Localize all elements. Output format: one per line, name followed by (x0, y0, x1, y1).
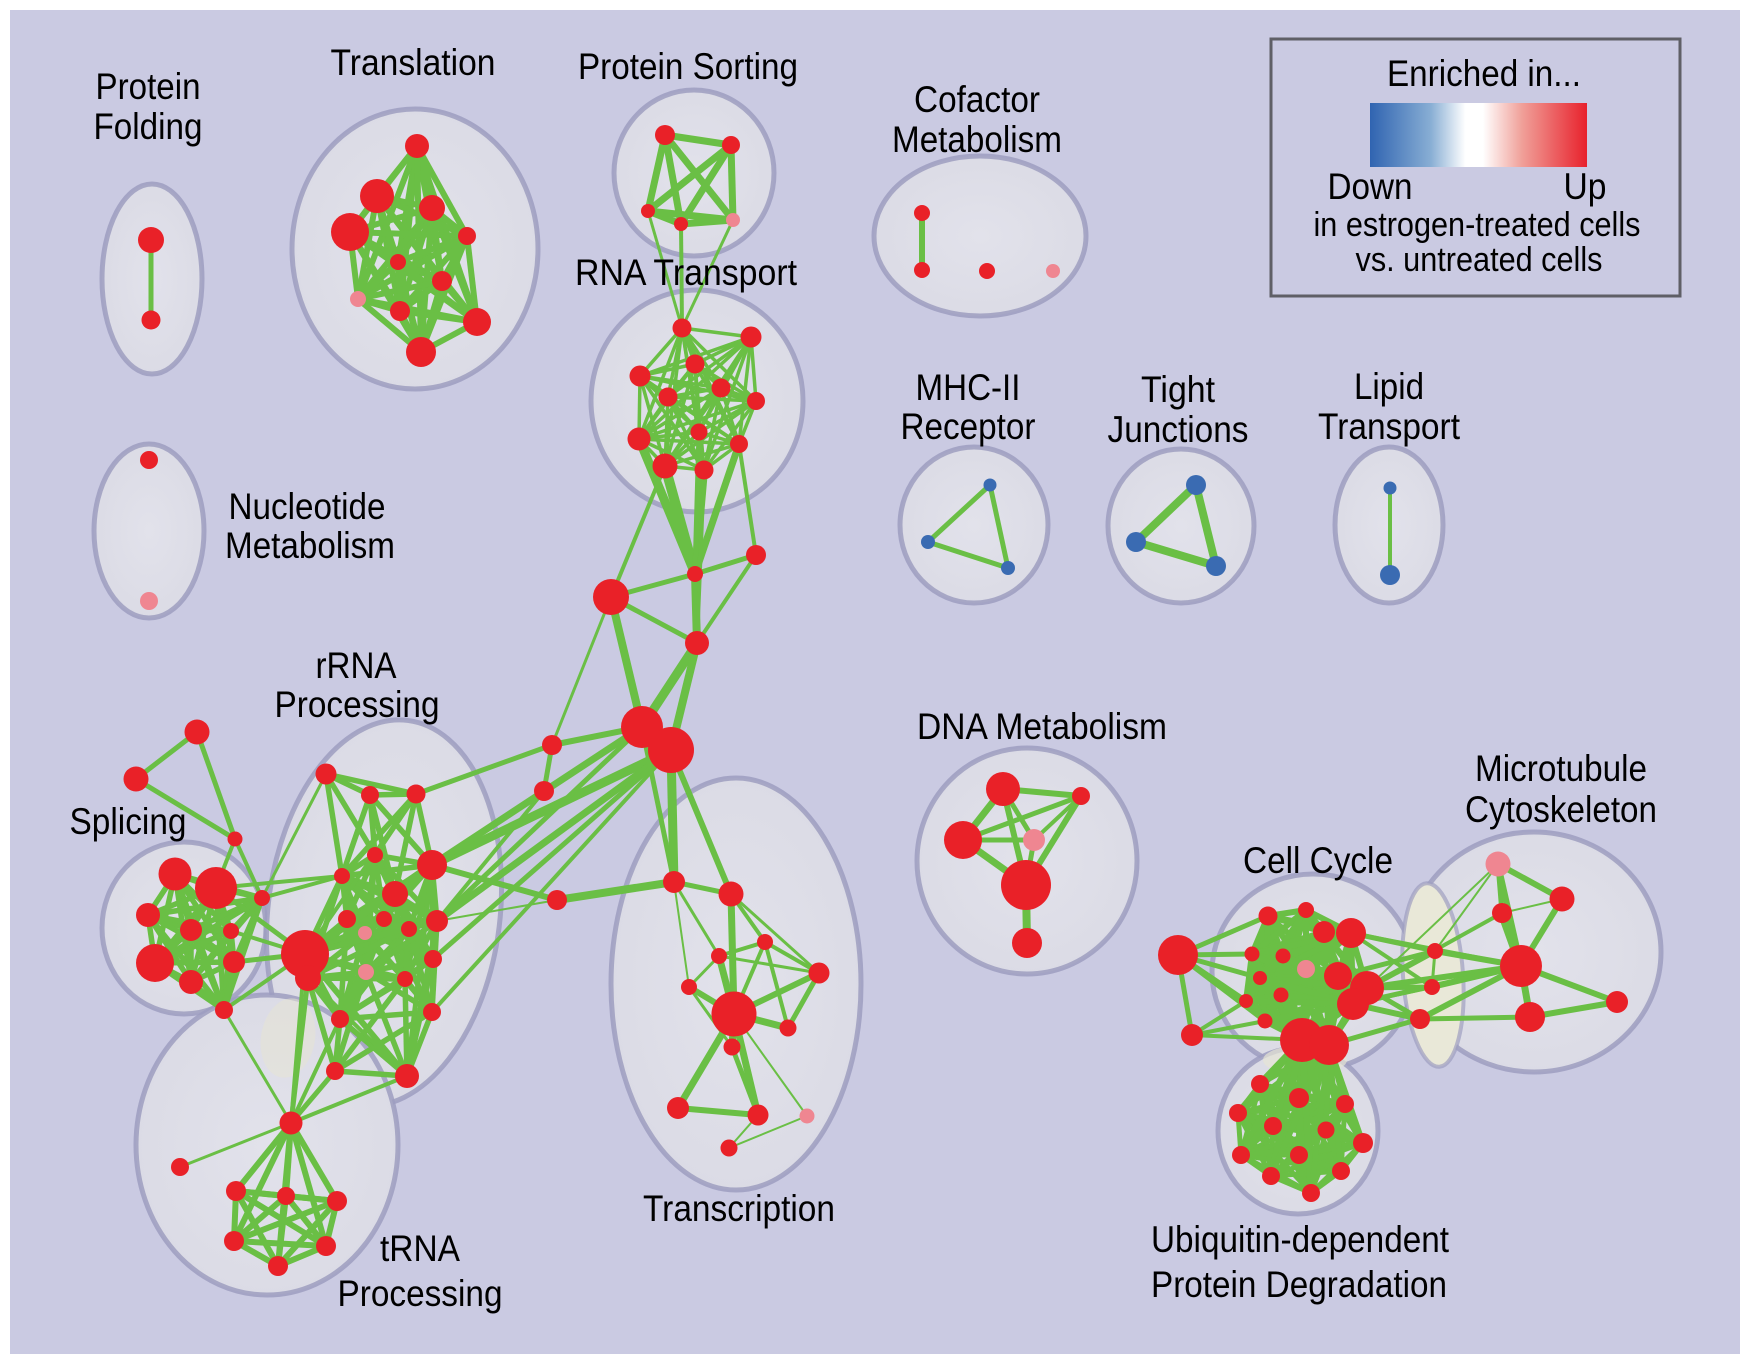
svg-text:Ubiquitin-dependent: Ubiquitin-dependent (1151, 1219, 1450, 1260)
svg-text:rRNA: rRNA (316, 645, 397, 686)
svg-text:Processing: Processing (275, 684, 440, 725)
svg-text:vs. untreated cells: vs. untreated cells (1356, 241, 1603, 279)
svg-text:Protein Sorting: Protein Sorting (578, 46, 798, 87)
svg-text:Enriched in...: Enriched in... (1387, 53, 1581, 94)
svg-text:DNA Metabolism: DNA Metabolism (917, 706, 1167, 747)
svg-text:Lipid: Lipid (1354, 366, 1424, 407)
svg-text:RNA Transport: RNA Transport (575, 252, 798, 293)
svg-text:Splicing: Splicing (70, 801, 187, 842)
svg-text:Receptor: Receptor (901, 406, 1036, 447)
svg-text:Translation: Translation (331, 42, 496, 83)
svg-text:Nucleotide: Nucleotide (229, 486, 386, 527)
svg-text:MHC-II: MHC-II (916, 367, 1021, 408)
svg-text:Tight: Tight (1141, 369, 1216, 410)
svg-text:in estrogen-treated cells: in estrogen-treated cells (1314, 206, 1641, 244)
svg-text:Folding: Folding (94, 106, 203, 147)
svg-text:Down: Down (1328, 166, 1413, 207)
svg-text:Microtubule: Microtubule (1475, 748, 1647, 789)
svg-text:Cytoskeleton: Cytoskeleton (1465, 789, 1657, 830)
svg-text:Cofactor: Cofactor (914, 79, 1040, 120)
svg-text:Transport: Transport (1318, 406, 1461, 447)
svg-text:Cell Cycle: Cell Cycle (1243, 840, 1393, 881)
svg-text:Up: Up (1564, 166, 1607, 207)
svg-text:Metabolism: Metabolism (225, 525, 395, 566)
svg-text:Transcription: Transcription (643, 1188, 835, 1229)
svg-text:Protein Degradation: Protein Degradation (1151, 1264, 1447, 1305)
svg-text:Protein: Protein (96, 66, 201, 107)
svg-text:Processing: Processing (338, 1273, 503, 1314)
svg-text:Metabolism: Metabolism (892, 119, 1062, 160)
svg-text:tRNA: tRNA (380, 1228, 460, 1269)
svg-text:Junctions: Junctions (1108, 409, 1249, 450)
